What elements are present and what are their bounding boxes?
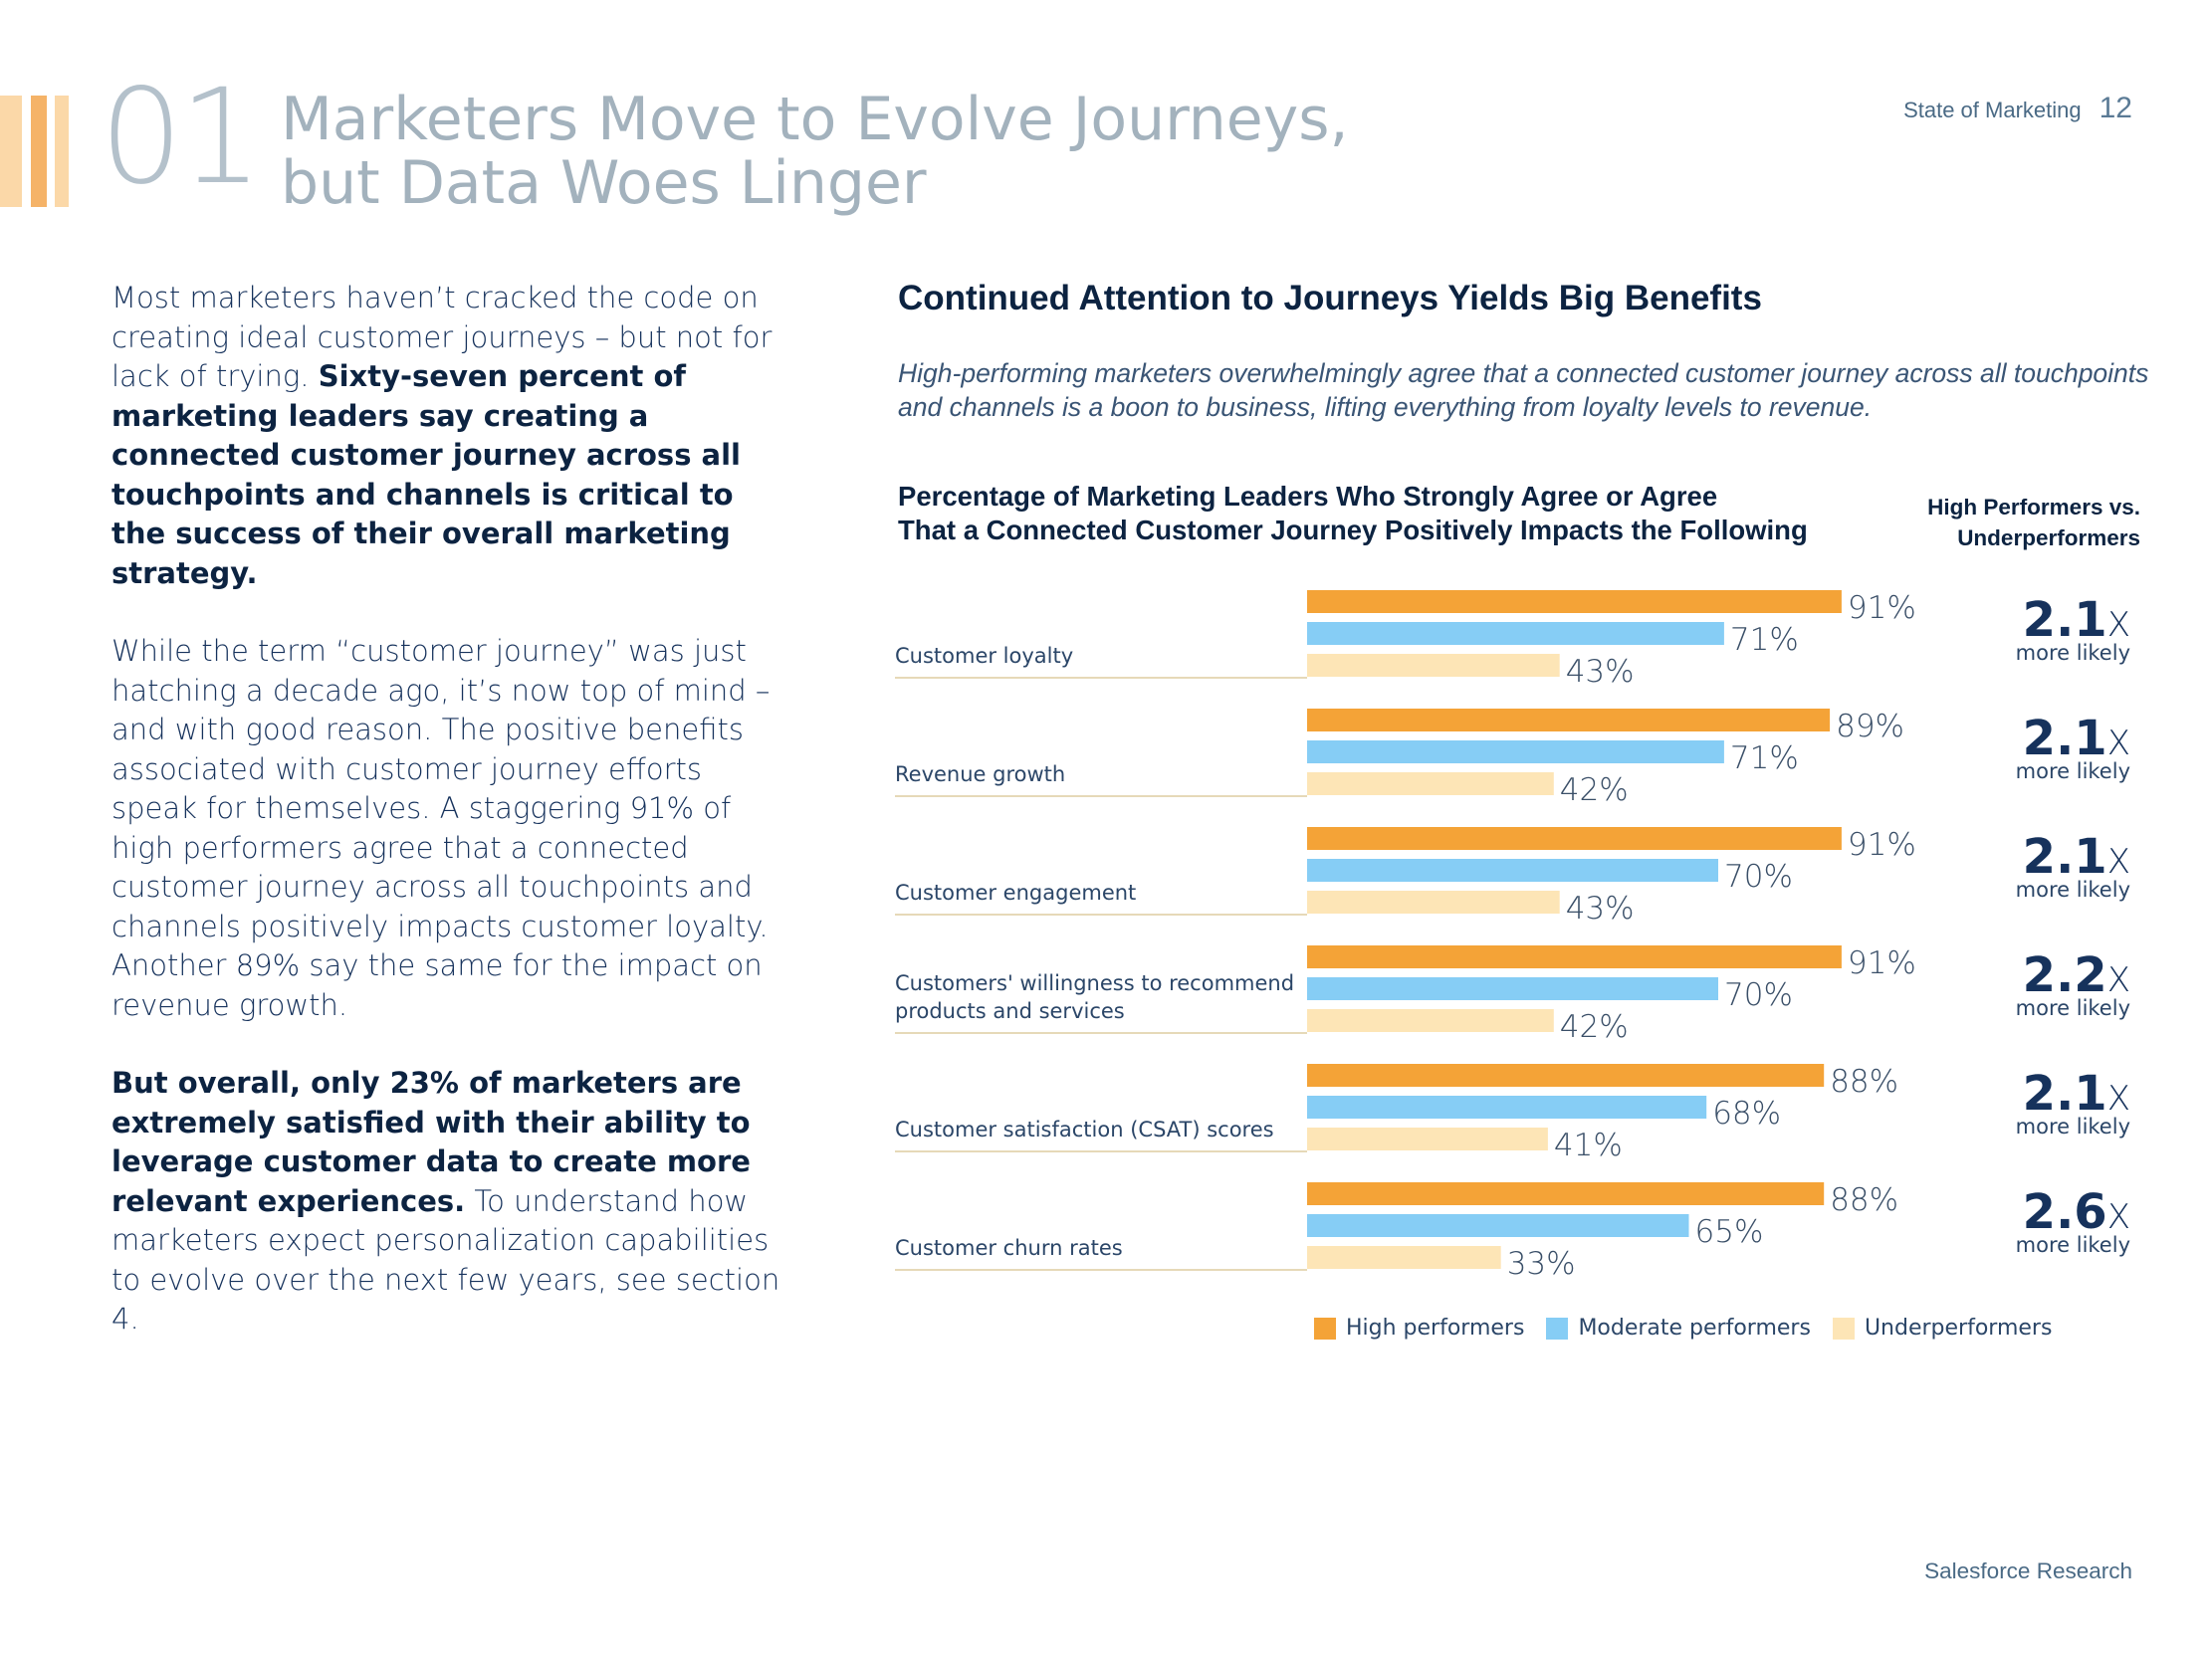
bar-high-customer-satisfaction-csat-scores [1307,1064,1825,1087]
category-label-customers-willingness-to-recommend-products-and-services-line-1: Customers' willingness to recommend [895,971,1294,995]
category-label-revenue-growth: Revenue growth [895,762,1065,786]
bar-moderate-customer-churn-rates [1307,1214,1689,1237]
more-likely-label-customer-churn-rates: more likely [2016,1233,2130,1257]
category-label-customer-churn-rates: Customer churn rates [895,1236,1123,1260]
value-label-moderate-customer-engagement: 70% [1724,859,1793,895]
bar-moderate-customer-satisfaction-csat-scores [1307,1096,1707,1119]
bar-high-revenue-growth [1307,709,1831,731]
value-label-high-customer-satisfaction-csat-scores: 88% [1830,1064,1898,1100]
section-number: 01 [100,61,263,214]
chart-legend: High performers Moderate performers Unde… [1314,1316,2052,1341]
publication-name: State of Marketing [1903,98,2082,122]
more-likely-label-customer-satisfaction-csat-scores: more likely [2016,1115,2130,1139]
bar-high-customer-engagement [1307,827,1842,850]
intro-p1-bold: Sixty-seven percent of marketing leaders… [111,359,741,590]
legend-item-under: Underperformers [1832,1316,2053,1341]
bar-high-customer-churn-rates [1307,1182,1825,1205]
bar-high-customers-willingness-to-recommend-products-and-services [1307,945,1842,968]
chart-section-heading: Continued Attention to Journeys Yields B… [898,279,1762,317]
legend-label-under: Underperformers [1864,1316,2053,1341]
value-label-high-customers-willingness-to-recommend-products-and-services: 91% [1848,945,1916,981]
intro-paragraph-3: But overall, only 23% of marketers are e… [111,1064,788,1340]
legend-swatch-moderate [1546,1317,1569,1340]
value-label-moderate-customer-churn-rates: 65% [1695,1214,1764,1250]
intro-paragraph-1: Most marketers haven’t cracked the code … [111,279,788,593]
value-label-high-customer-engagement: 91% [1848,827,1916,863]
value-label-high-revenue-growth: 89% [1836,709,1904,744]
multiplier-customer-satisfaction-csat-scores: 2.1X [2023,1066,2130,1122]
category-label-customer-engagement: Customer engagement [895,881,1136,905]
legend-item-moderate: Moderate performers [1546,1316,1811,1341]
value-label-under-customer-engagement: 43% [1566,891,1635,927]
legend-swatch-under [1832,1317,1855,1340]
value-label-under-customer-satisfaction-csat-scores: 41% [1554,1128,1623,1163]
category-label-customer-loyalty: Customer loyalty [895,644,1073,668]
bar-under-customer-satisfaction-csat-scores [1307,1128,1548,1150]
intro-p3-bold: But overall, only 23% of marketers are e… [111,1066,751,1218]
bar-high-customer-loyalty [1307,590,1842,613]
comparison-header: High Performers vs. Underperformers [1927,495,2140,550]
multiplier-customer-engagement: 2.1X [2023,829,2130,885]
legend-label-moderate: Moderate performers [1578,1316,1811,1341]
value-label-under-customer-loyalty: 43% [1566,654,1635,690]
bar-moderate-customers-willingness-to-recommend-products-and-services [1307,977,1718,1000]
footer-source: Salesforce Research [1924,1558,2132,1583]
page-number: 12 [2099,92,2132,124]
more-likely-label-revenue-growth: more likely [2016,759,2130,783]
value-label-moderate-customer-loyalty: 71% [1730,622,1799,658]
value-label-under-revenue-growth: 42% [1560,772,1629,808]
intro-p3-regular: To understand how marketers expect perso… [111,1183,780,1337]
chart-title: Percentage of Marketing Leaders Who Stro… [898,481,1808,545]
legend-item-high: High performers [1314,1316,1524,1341]
legend-swatch-high [1314,1317,1336,1340]
value-label-under-customer-churn-rates: 33% [1507,1246,1576,1282]
chart-section-subheading: High-performing marketers overwhelmingly… [898,358,2149,422]
decorative-stripes [0,96,69,207]
more-likely-label-customer-engagement: more likely [2016,878,2130,902]
value-label-high-customer-loyalty: 91% [1848,590,1916,626]
category-label-customers-willingness-to-recommend-products-and-services-line-2: products and services [895,999,1125,1023]
value-label-moderate-customer-satisfaction-csat-scores: 68% [1712,1096,1781,1132]
bar-under-customer-engagement [1307,891,1560,914]
bar-moderate-customer-engagement [1307,859,1718,882]
multiplier-customers-willingness-to-recommend-products-and-services: 2.2X [2023,947,2130,1003]
bar-under-customers-willingness-to-recommend-products-and-services [1307,1009,1554,1032]
page-header-meta: State of Marketing 12 [1903,92,2132,125]
intro-text: Most marketers haven’t cracked the code … [111,279,788,1378]
value-label-under-customers-willingness-to-recommend-products-and-services: 42% [1560,1009,1629,1045]
page-title: Marketers Move to Evolve Journeys, but D… [281,85,1349,218]
more-likely-label-customers-willingness-to-recommend-products-and-services: more likely [2016,996,2130,1020]
value-label-moderate-revenue-growth: 71% [1730,740,1799,776]
multiplier-customer-loyalty: 2.1X [2023,592,2130,648]
multiplier-revenue-growth: 2.1X [2023,711,2130,766]
bar-under-customer-churn-rates [1307,1246,1501,1269]
value-label-high-customer-churn-rates: 88% [1830,1182,1898,1218]
category-label-customer-satisfaction-csat-scores: Customer satisfaction (CSAT) scores [895,1118,1274,1141]
multiplier-customer-churn-rates: 2.6X [2023,1184,2130,1240]
bar-moderate-customer-loyalty [1307,622,1724,645]
value-label-moderate-customers-willingness-to-recommend-products-and-services: 70% [1724,977,1793,1013]
bar-moderate-revenue-growth [1307,740,1724,763]
intro-p1-regular: Most marketers haven’t cracked the code … [111,281,773,393]
bar-under-revenue-growth [1307,772,1554,795]
more-likely-label-customer-loyalty: more likely [2016,641,2130,665]
legend-label-high: High performers [1346,1316,1525,1341]
bar-under-customer-loyalty [1307,654,1560,677]
intro-paragraph-2: While the term “customer journey” was ju… [111,634,771,1022]
